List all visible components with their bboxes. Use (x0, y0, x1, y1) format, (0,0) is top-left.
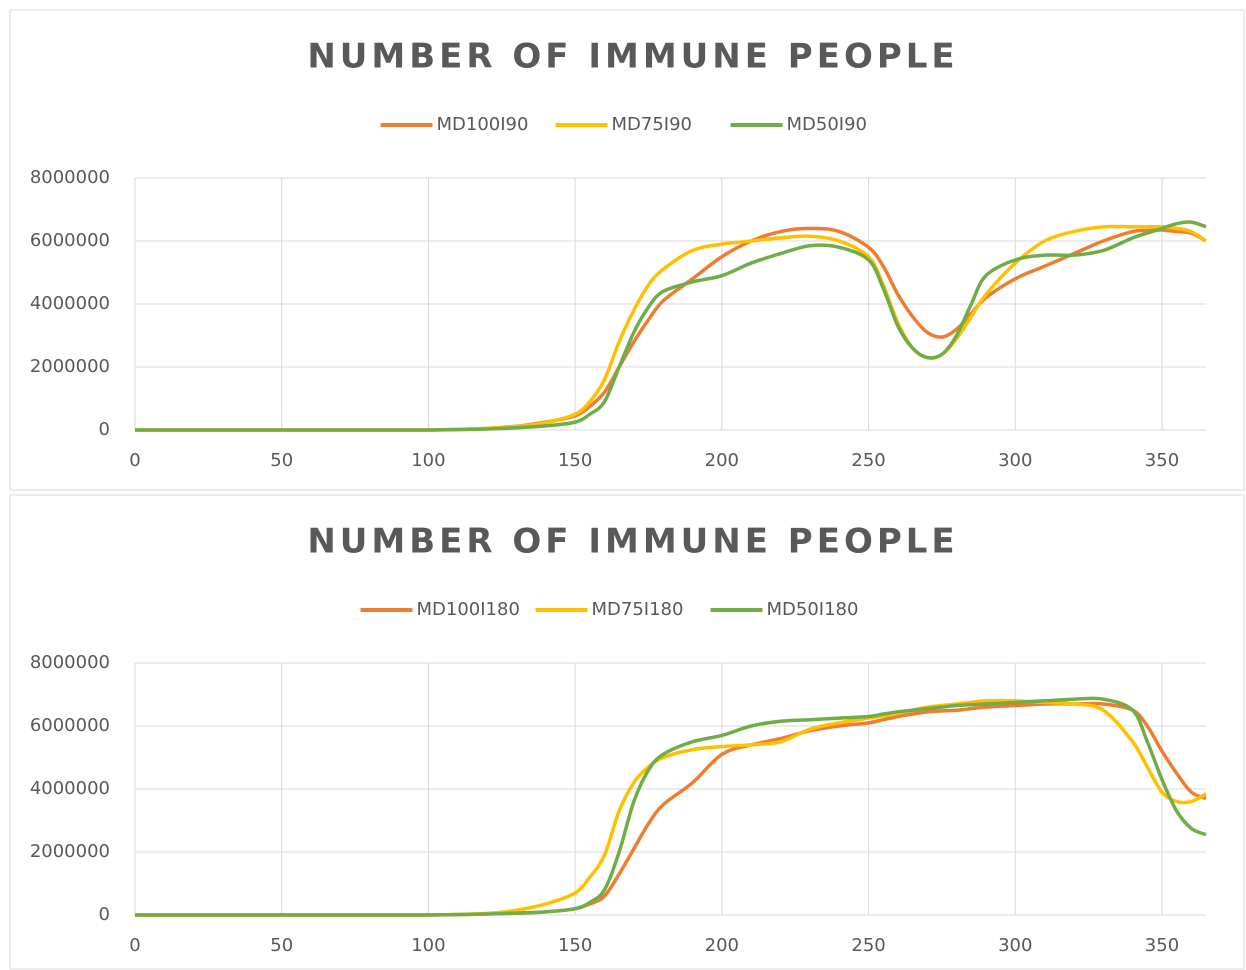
legend-label: MD50I180 (767, 599, 859, 620)
x-tick-label: 50 (270, 450, 293, 471)
x-tick-label: 50 (270, 935, 293, 956)
y-tick-label: 0 (99, 904, 110, 925)
series-line (135, 220, 1207, 432)
y-tick-label: 2000000 (30, 841, 110, 862)
y-tick-label: 8000000 (30, 652, 110, 673)
x-tick-label: 300 (998, 935, 1032, 956)
y-tick-label: 4000000 (30, 778, 110, 799)
legend-label: MD50I90 (787, 114, 868, 135)
y-tick-label: 2000000 (30, 356, 110, 377)
chart-title: NUMBER OF IMMUNE PEOPLE (307, 522, 958, 562)
legend-label: MD75I90 (612, 114, 693, 135)
x-tick-label: 250 (851, 935, 885, 956)
x-tick-label: 350 (1145, 450, 1179, 471)
y-tick-label: 4000000 (30, 293, 110, 314)
x-tick-label: 350 (1145, 935, 1179, 956)
chart-panel (9, 9, 1245, 491)
y-tick-label: 6000000 (30, 715, 110, 736)
legend-label: MD100I180 (417, 599, 520, 620)
legend-label: MD100I90 (437, 114, 529, 135)
x-tick-label: 150 (558, 935, 592, 956)
chart-panel (9, 494, 1245, 970)
y-tick-label: 0 (99, 419, 110, 440)
y-tick-label: 8000000 (30, 167, 110, 188)
x-tick-label: 250 (851, 450, 885, 471)
x-tick-label: 100 (411, 935, 445, 956)
x-tick-label: 0 (129, 450, 140, 471)
x-tick-label: 0 (129, 935, 140, 956)
x-tick-label: 150 (558, 450, 592, 471)
legend-label: MD75I180 (592, 599, 684, 620)
x-tick-label: 200 (705, 935, 739, 956)
x-tick-label: 200 (705, 450, 739, 471)
y-tick-label: 6000000 (30, 230, 110, 251)
series-line (135, 696, 1207, 917)
x-tick-label: 300 (998, 450, 1032, 471)
x-tick-label: 100 (411, 450, 445, 471)
chart-title: NUMBER OF IMMUNE PEOPLE (307, 37, 958, 77)
